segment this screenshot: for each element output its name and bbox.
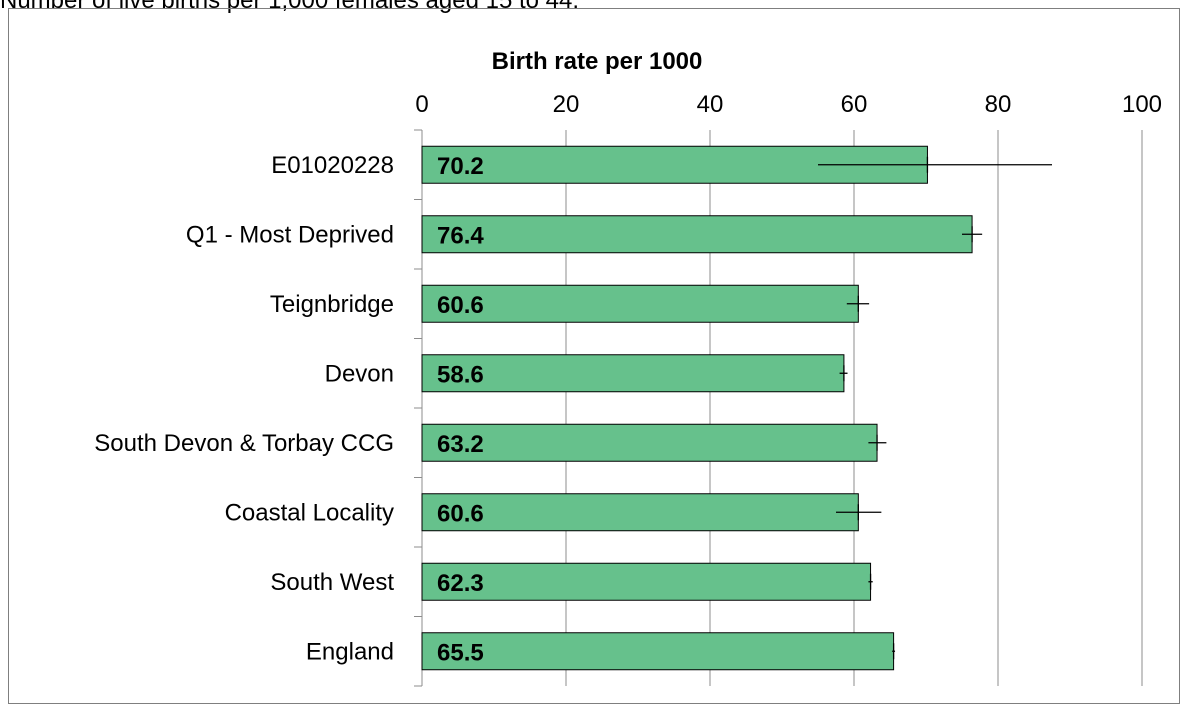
bar	[421, 215, 973, 254]
x-tick-label: 60	[841, 91, 868, 118]
bar	[421, 562, 872, 601]
bar	[421, 493, 859, 532]
x-tick-label: 100	[1122, 91, 1162, 118]
chart-caption: Number of live births per 1,000 females …	[0, 0, 579, 14]
category-label: South West	[270, 569, 394, 596]
category-label: Teignbridge	[270, 291, 394, 318]
x-tick-label: 40	[697, 91, 724, 118]
bar	[421, 632, 895, 671]
gridlines	[414, 129, 1143, 687]
data-label: 60.6	[437, 292, 484, 319]
bar	[421, 354, 845, 393]
data-label: 62.3	[437, 570, 484, 597]
chart-frame	[8, 8, 1180, 704]
x-tick-label: 20	[553, 91, 580, 118]
category-label: Devon	[325, 360, 394, 387]
bars: 70.2 76.4 60.6 58.6 63.2 60.6 62.3 65.5	[421, 145, 1052, 671]
x-tick-label: 80	[985, 91, 1012, 118]
bar	[421, 284, 859, 323]
x-axis-ticks: 0 20 40 60 80 100	[415, 91, 1162, 118]
category-label: England	[306, 638, 394, 665]
data-label: 58.6	[437, 361, 484, 388]
data-label: 63.2	[437, 431, 484, 458]
data-label: 60.6	[437, 500, 484, 527]
category-label: E01020228	[271, 152, 394, 179]
category-label: Q1 - Most Deprived	[186, 221, 394, 248]
bar	[421, 423, 878, 462]
category-label: South Devon & Torbay CCG	[94, 430, 394, 457]
chart-title: Birth rate per 1000	[492, 48, 703, 75]
x-tick-label: 0	[415, 91, 428, 118]
data-label: 76.4	[437, 222, 484, 249]
category-label: Coastal Locality	[225, 499, 394, 526]
category-labels: E01020228 Q1 - Most Deprived Teignbridge De…	[94, 152, 394, 666]
data-label: 70.2	[437, 153, 484, 180]
data-label: 65.5	[437, 639, 484, 666]
